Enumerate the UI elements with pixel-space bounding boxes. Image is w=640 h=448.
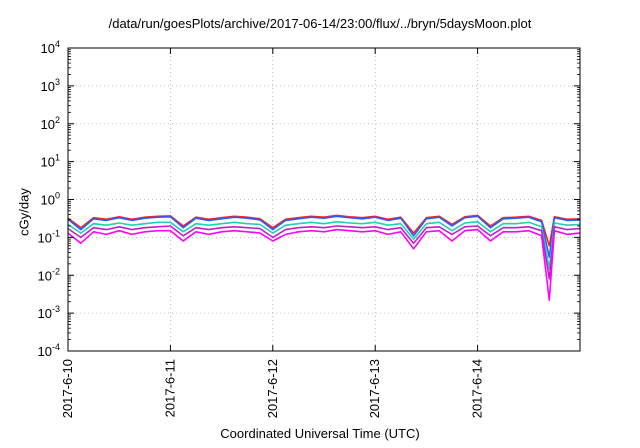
y-tick-label-exponent: 4 (55, 39, 60, 49)
x-axis: 2017-6-10 2017-6-11 2017-6-12 2017-6-13 2017… (60, 48, 485, 418)
y-tick-label: 101 (41, 153, 60, 170)
y-tick-label-base: 10 (41, 41, 55, 56)
y-tick-label-base: 10 (38, 268, 52, 283)
series-line-2 (67, 215, 581, 259)
y-tick-label: 102 (41, 115, 60, 132)
grid-layer (67, 48, 580, 351)
y-tick-label: 104 (41, 39, 60, 56)
y-tick-label-base: 10 (41, 193, 55, 208)
series-line-5 (67, 228, 581, 302)
x-tick-label: 2017-6-13 (367, 359, 382, 418)
series-line-3 (67, 220, 581, 270)
y-tick-label-exponent: -2 (52, 266, 60, 276)
y-tick-label-exponent: -3 (52, 304, 60, 314)
y-tick-label-exponent: -4 (52, 342, 60, 352)
x-tick-label: 2017-6-12 (265, 359, 280, 418)
x-tick-label: 2017-6-11 (162, 359, 177, 417)
y-tick-label-base: 10 (38, 344, 52, 359)
y-tick-label-base: 10 (41, 117, 55, 132)
y-tick-label-base: 10 (38, 306, 52, 321)
chart-title: /data/run/goesPlots/archive/2017-06-14/2… (108, 16, 532, 31)
y-tick-label-exponent: 3 (55, 77, 60, 87)
x-tick-label: 2017-6-10 (60, 359, 75, 418)
series-line-4 (67, 225, 581, 280)
y-tick-label-base: 10 (41, 155, 55, 170)
y-tick-label: 10-4 (38, 342, 60, 359)
y-tick-label: 100 (41, 191, 60, 208)
y-tick-label-exponent: 0 (55, 191, 60, 201)
y-tick-label-exponent: -1 (52, 228, 60, 238)
y-tick-label: 10-3 (38, 304, 60, 321)
x-tick-label: 2017-6-14 (470, 359, 485, 418)
y-tick-label-exponent: 2 (55, 115, 60, 125)
y-tick-label: 10-2 (38, 266, 60, 283)
series-layer (67, 214, 581, 302)
y-tick-label-base: 10 (41, 79, 55, 94)
y-tick-label: 103 (41, 77, 60, 94)
y-tick-label: 10-1 (38, 228, 60, 245)
y-axis-label: cGy/day (16, 188, 32, 236)
x-axis-label: Coordinated Universal Time (UTC) (220, 426, 420, 441)
series-line-1 (67, 214, 581, 247)
y-tick-label-exponent: 1 (55, 153, 60, 163)
y-tick-label-base: 10 (38, 230, 52, 245)
